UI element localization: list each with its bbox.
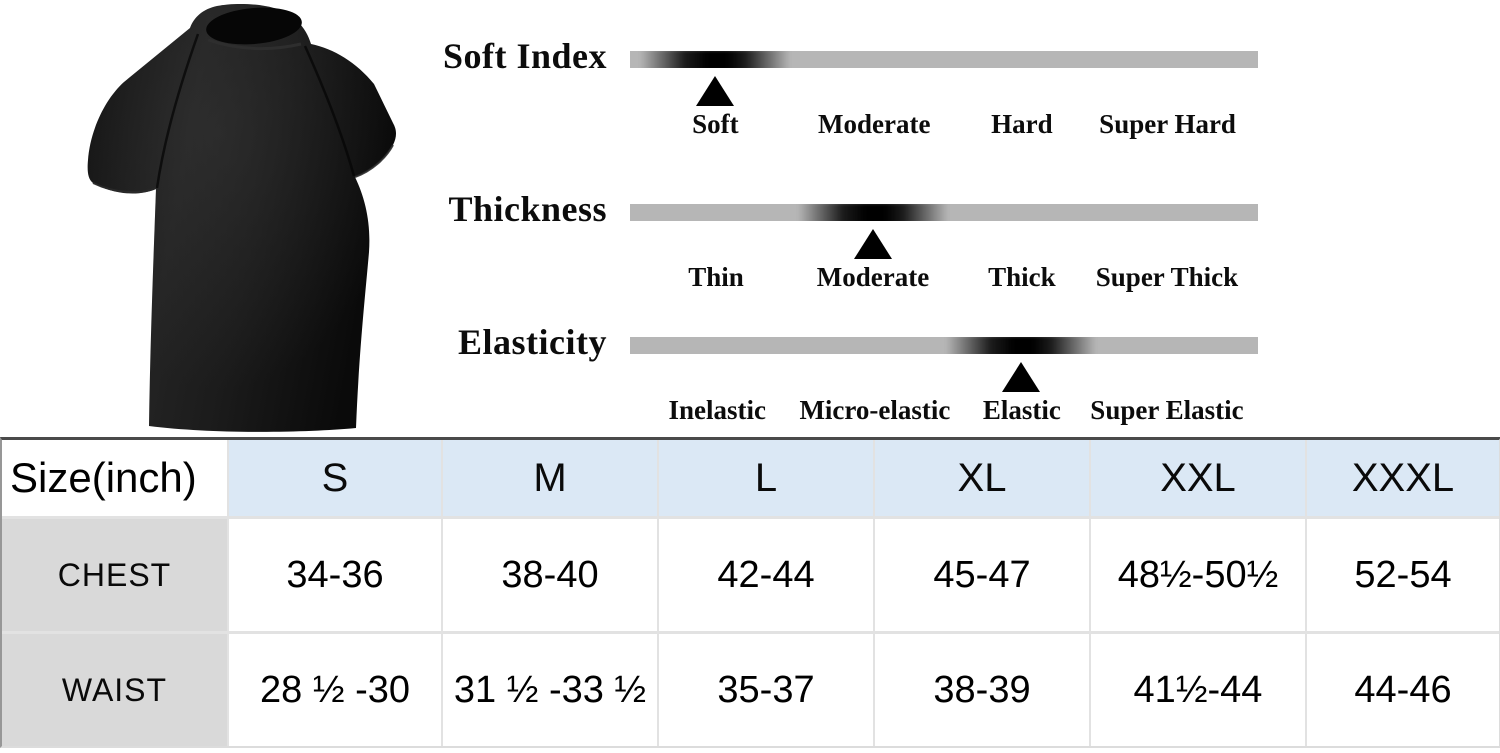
scale-label: Super Elastic	[1090, 395, 1244, 425]
hero-section: Soft Index Soft Moderate Hard Super Hard…	[0, 3, 1500, 434]
size-chart-table: Size(inch) S M L XL XXL XXXL CHEST 34-36…	[0, 437, 1500, 748]
scale-label: Super Hard	[1099, 109, 1236, 139]
chest-value-m: 38-40	[443, 519, 657, 631]
chest-value-l: 42-44	[659, 519, 873, 631]
waist-value-m: 31 ½ -33 ½	[443, 634, 657, 746]
scale-title-thickness: Thickness	[448, 189, 607, 229]
row-label-chest: CHEST	[2, 519, 227, 631]
scale-label: Moderate	[818, 109, 931, 139]
scale-label: Elastic	[982, 395, 1061, 425]
elasticity-labels: Inelastic Micro-elastic Elastic Super El…	[630, 395, 1258, 427]
marker-triangle-icon	[695, 76, 734, 106]
size-column-xxl: XXL	[1091, 440, 1305, 516]
waist-value-xxxl: 44-46	[1307, 634, 1499, 746]
elasticity-track-area: Inelastic Micro-elastic Elastic Super El…	[630, 322, 1258, 434]
chest-value-xl: 45-47	[875, 519, 1089, 631]
tshirt-image	[87, 3, 397, 432]
level-highlight	[798, 204, 949, 221]
waist-value-l: 35-37	[659, 634, 873, 746]
chest-value-s: 34-36	[229, 519, 441, 631]
elasticity-track	[630, 337, 1258, 354]
waist-value-xxl: 41½-44	[1091, 634, 1305, 746]
size-column-m: M	[443, 440, 657, 516]
scale-label: Thick	[988, 262, 1056, 292]
size-column-l: L	[659, 440, 873, 516]
level-highlight	[639, 51, 790, 68]
scale-label: Hard	[991, 109, 1053, 139]
soft-index-labels: Soft Moderate Hard Super Hard	[630, 109, 1258, 141]
scale-title-soft-index: Soft Index	[442, 36, 607, 76]
scale-label: Super Thick	[1095, 262, 1239, 292]
soft-index-track	[630, 51, 1258, 68]
thickness-labels: Thin Moderate Thick Super Thick	[630, 262, 1258, 294]
marker-triangle-icon	[854, 229, 893, 259]
size-column-xxxl: XXXL	[1307, 440, 1499, 516]
soft-index-track-area: Soft Moderate Hard Super Hard	[630, 36, 1258, 148]
scale-label: Thin	[688, 262, 744, 292]
chest-value-xxxl: 52-54	[1307, 519, 1499, 631]
marker-triangle-icon	[1002, 362, 1041, 392]
scale-elasticity: Elasticity Inelastic Micro-elastic Elast…	[0, 322, 1500, 434]
size-column-s: S	[229, 440, 441, 516]
thickness-track-area: Thin Moderate Thick Super Thick	[630, 189, 1258, 301]
scale-soft-index: Soft Index Soft Moderate Hard Super Hard	[0, 36, 1500, 148]
row-label-waist: WAIST	[2, 634, 227, 746]
scale-label: Inelastic	[668, 395, 767, 425]
waist-value-s: 28 ½ -30	[229, 634, 441, 746]
scale-thickness: Thickness Thin Moderate Thick Super Thic…	[0, 189, 1500, 301]
level-highlight	[946, 337, 1097, 354]
scale-title-elasticity: Elasticity	[458, 322, 607, 362]
scale-label: Soft	[692, 109, 739, 139]
scale-label: Micro-elastic	[799, 395, 951, 425]
chest-value-xxl: 48½-50½	[1091, 519, 1305, 631]
scale-label: Moderate	[816, 262, 930, 292]
size-column-xl: XL	[875, 440, 1089, 516]
waist-value-xl: 38-39	[875, 634, 1089, 746]
size-unit-header: Size(inch)	[2, 440, 227, 516]
thickness-track	[630, 204, 1258, 221]
